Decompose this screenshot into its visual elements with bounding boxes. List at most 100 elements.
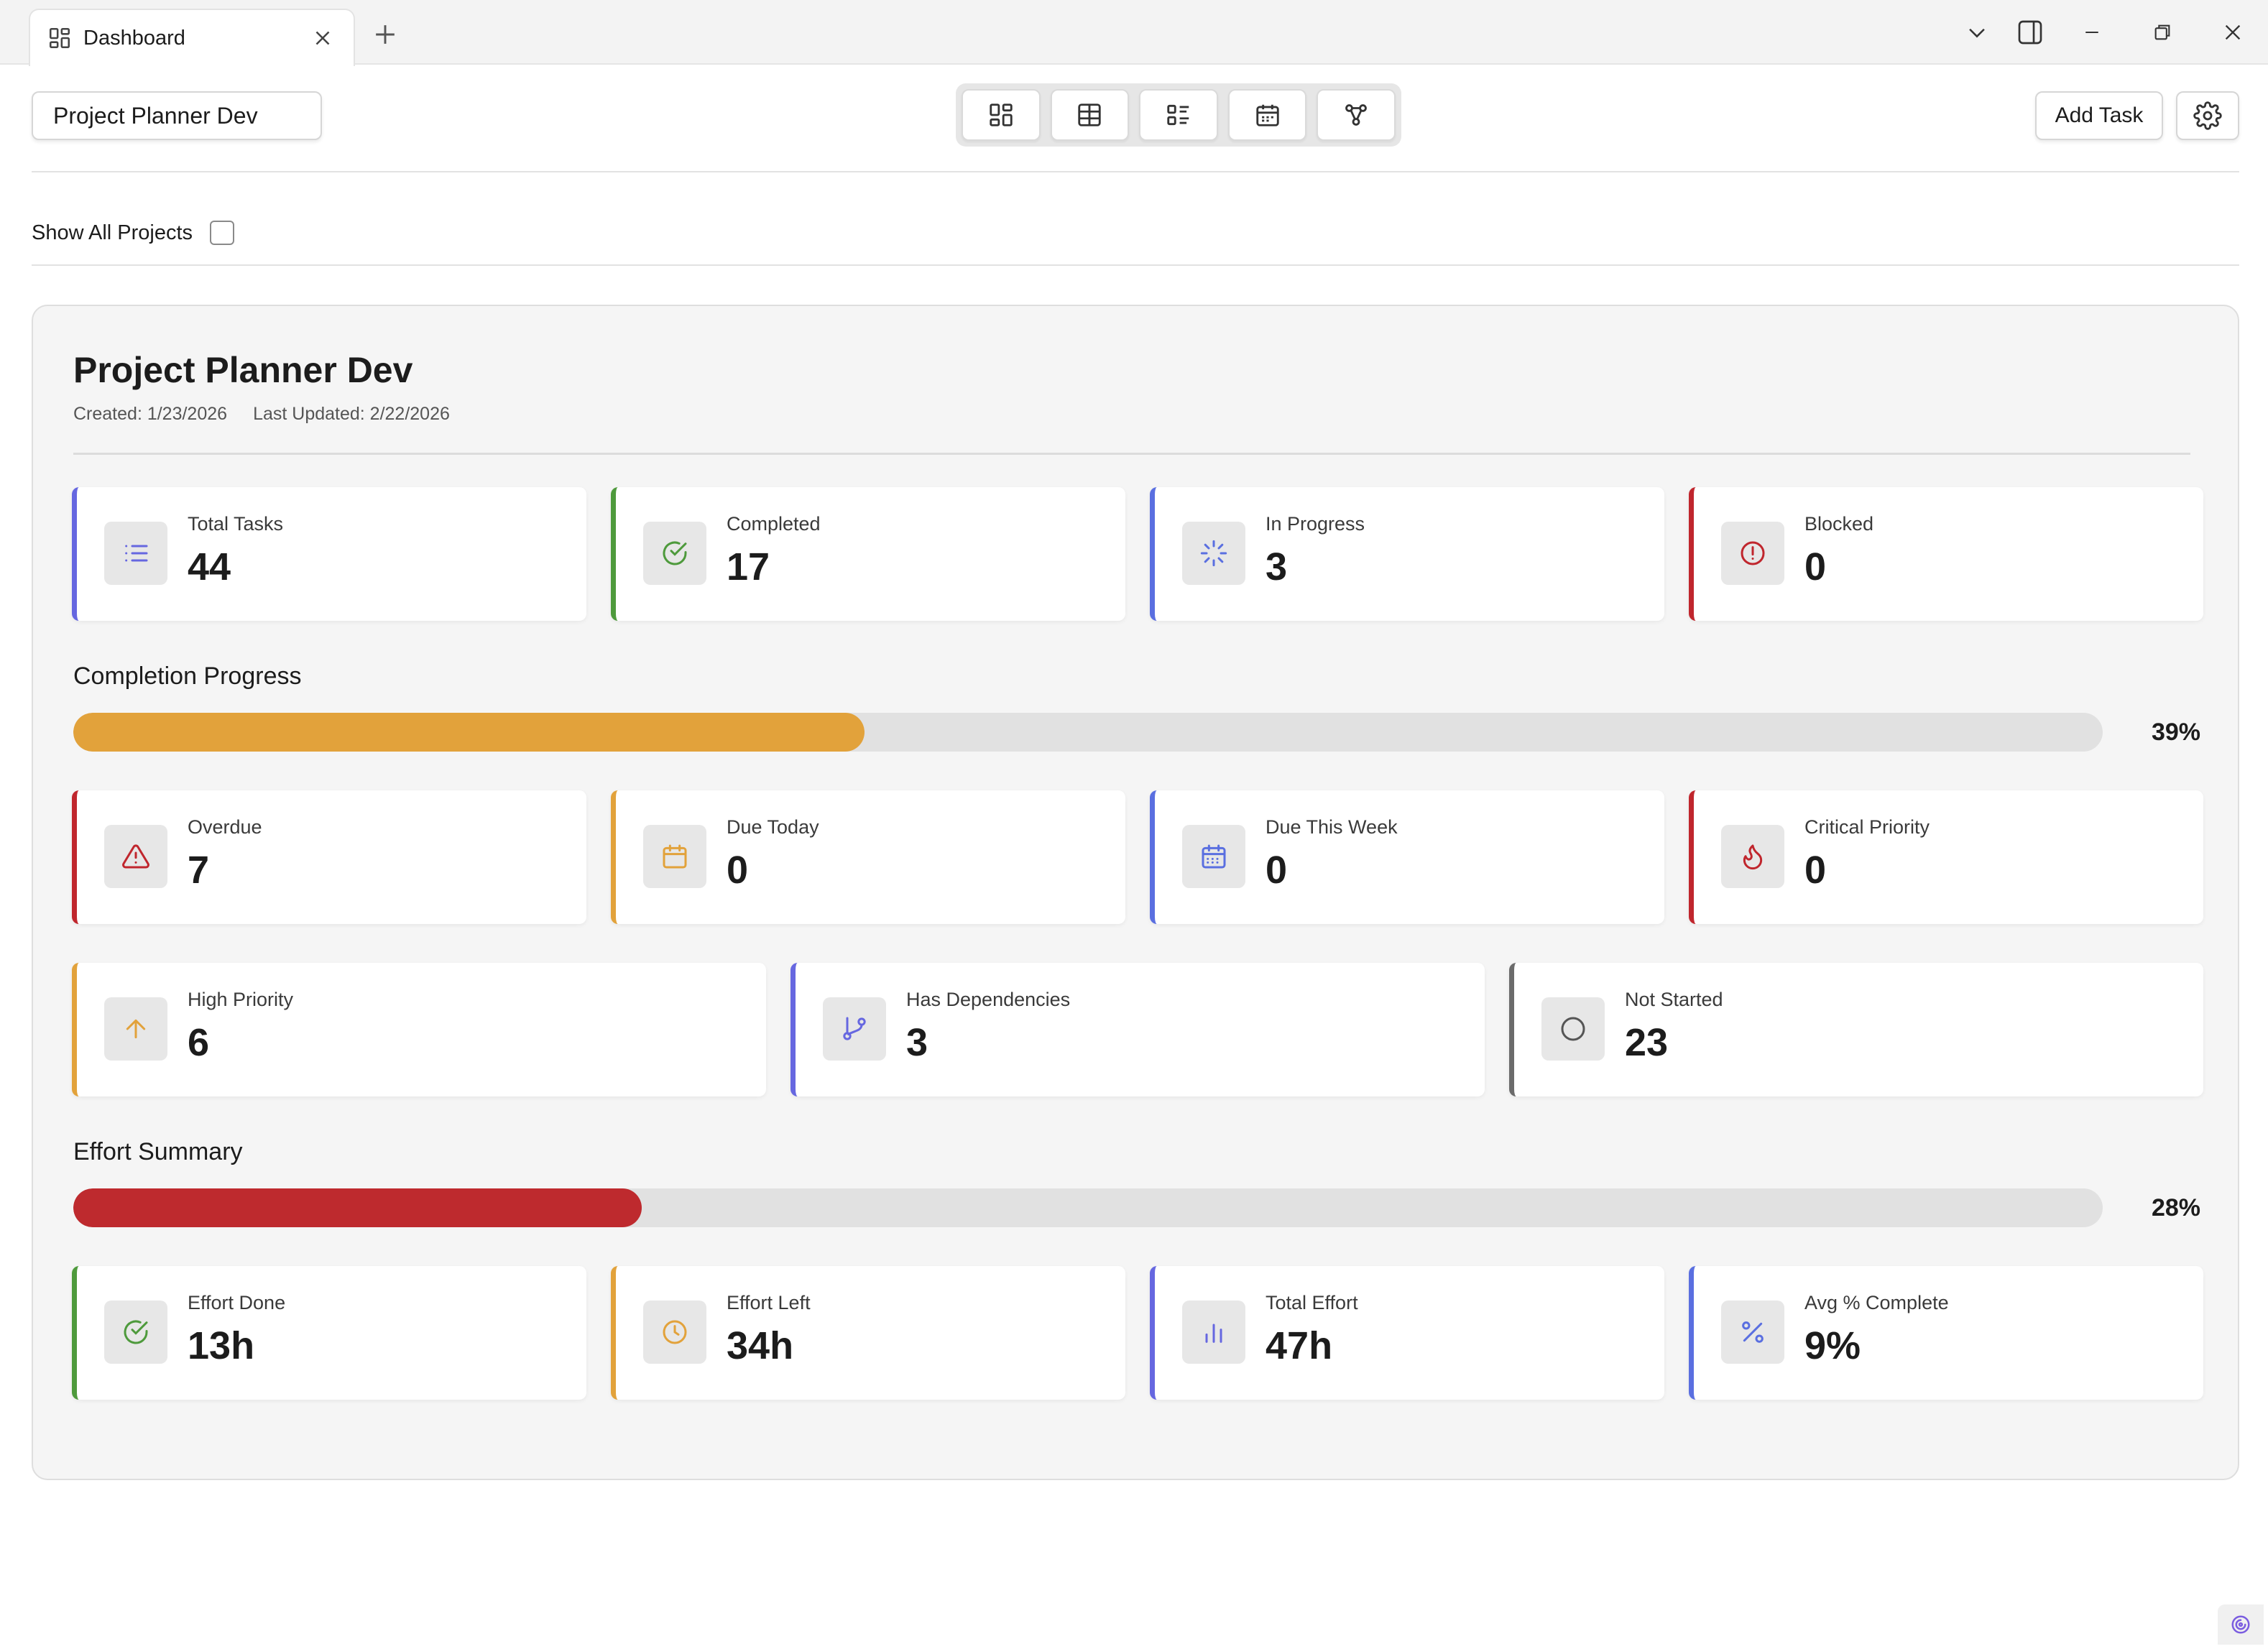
stat-card-in-progress: In Progress 3	[1150, 487, 1664, 621]
minimize-icon[interactable]	[2075, 16, 2108, 49]
gear-icon	[2193, 101, 2222, 130]
stat-value: 44	[188, 545, 231, 588]
stat-card-critical-priority: Critical Priority 0	[1689, 790, 2203, 924]
completion-percent: 39%	[2151, 719, 2200, 746]
effort-summary-title: Effort Summary	[73, 1138, 243, 1165]
stat-label: Completed	[727, 513, 821, 535]
stat-value: 23	[1625, 1021, 1669, 1064]
stat-label: Effort Left	[727, 1292, 811, 1313]
filter-divider	[32, 264, 2239, 266]
calendar-week-icon	[1182, 825, 1245, 888]
stat-label: Blocked	[1804, 513, 1874, 535]
panel-divider	[73, 453, 2190, 455]
alert-circle-icon	[1721, 522, 1784, 585]
tab-dashboard[interactable]: Dashboard	[29, 9, 355, 66]
dependency-graph-icon[interactable]	[1317, 89, 1396, 141]
stat-value: 3	[1266, 545, 1288, 588]
title-bar: Dashboard	[0, 0, 2268, 66]
calendar-view-icon[interactable]	[1227, 89, 1307, 141]
stat-value: 0	[1266, 849, 1288, 892]
stat-label: Due Today	[727, 816, 819, 838]
effort-progress-fill	[73, 1188, 642, 1227]
stat-value: 0	[1804, 849, 1827, 892]
percent-icon	[1721, 1301, 1784, 1364]
stat-label: Has Dependencies	[906, 989, 1071, 1010]
stat-label: Avg % Complete	[1804, 1292, 1949, 1313]
completion-progress-title: Completion Progress	[73, 662, 302, 690]
dashboard-view-icon[interactable]	[962, 89, 1041, 141]
stat-value: 47h	[1266, 1324, 1333, 1367]
bar-chart-icon	[1182, 1301, 1245, 1364]
created-date: Created: 1/23/2026	[73, 404, 228, 424]
project-dashboard-panel: Project Planner Dev Created: 1/23/2026 L…	[32, 305, 2239, 1480]
plus-icon[interactable]	[369, 19, 401, 50]
stat-card-total-effort: Total Effort 47h	[1150, 1266, 1664, 1400]
show-all-projects: Show All Projects	[32, 217, 235, 249]
settings-button[interactable]	[2176, 91, 2239, 140]
close-window-icon[interactable]	[2216, 16, 2249, 49]
project-selector[interactable]: Project Planner Dev	[32, 91, 322, 140]
stat-card-overdue: Overdue 7	[72, 790, 586, 924]
spiral-icon	[2230, 1614, 2251, 1635]
show-all-checkbox[interactable]	[210, 221, 235, 245]
view-switcher	[956, 83, 1401, 147]
sidebar-toggle-icon[interactable]	[2014, 16, 2047, 49]
stat-value: 9%	[1804, 1324, 1861, 1367]
effort-percent: 28%	[2151, 1194, 2200, 1221]
dashboard-grid-icon	[47, 26, 72, 50]
stat-label: Total Effort	[1266, 1292, 1358, 1313]
stat-value: 13h	[188, 1324, 255, 1367]
flame-icon	[1721, 825, 1784, 888]
stat-card-high-priority: High Priority 6	[72, 963, 766, 1096]
stat-label: Not Started	[1625, 989, 1723, 1010]
stat-value: 17	[727, 545, 770, 588]
completion-progress-bar	[73, 713, 2103, 752]
toolbar-divider	[32, 171, 2239, 172]
stat-card-avg-complete: Avg % Complete 9%	[1689, 1266, 2203, 1400]
stat-value: 7	[188, 849, 210, 892]
stat-label: Critical Priority	[1804, 816, 1930, 838]
stat-label: High Priority	[188, 989, 294, 1010]
effort-progress-bar	[73, 1188, 2103, 1227]
project-title: Project Planner Dev	[73, 350, 413, 390]
stat-value: 0	[727, 849, 749, 892]
list-icon	[104, 522, 167, 585]
list-view-icon[interactable]	[1139, 89, 1218, 141]
show-all-label: Show All Projects	[32, 221, 193, 244]
restore-icon[interactable]	[2146, 16, 2179, 49]
stat-value: 6	[188, 1021, 210, 1064]
stat-value: 0	[1804, 545, 1827, 588]
add-task-button[interactable]: Add Task	[2035, 91, 2163, 140]
stat-value: 34h	[727, 1324, 794, 1367]
stat-card-due-this-week: Due This Week 0	[1150, 790, 1664, 924]
stat-label: Due This Week	[1266, 816, 1398, 838]
warning-triangle-icon	[104, 825, 167, 888]
table-view-icon[interactable]	[1050, 89, 1130, 141]
stat-card-total-tasks: Total Tasks 44	[72, 487, 586, 621]
stat-card-effort-done: Effort Done 13h	[72, 1266, 586, 1400]
arrow-up-icon	[104, 997, 167, 1061]
stat-card-completed: Completed 17	[611, 487, 1125, 621]
chevron-down-icon[interactable]	[1960, 16, 1993, 49]
stat-card-not-started: Not Started 23	[1509, 963, 2203, 1096]
stat-card-effort-left: Effort Left 34h	[611, 1266, 1125, 1400]
tab-label: Dashboard	[83, 26, 185, 50]
stat-card-blocked: Blocked 0	[1689, 487, 2203, 621]
stat-label: In Progress	[1266, 513, 1365, 535]
stat-card-due-today: Due Today 0	[611, 790, 1125, 924]
calendar-icon	[643, 825, 706, 888]
completion-progress-fill	[73, 713, 865, 752]
updated-date: Last Updated: 2/22/2026	[253, 404, 450, 424]
stat-value: 3	[906, 1021, 928, 1064]
git-branch-icon	[823, 997, 886, 1061]
assistant-button[interactable]	[2218, 1604, 2264, 1645]
close-icon[interactable]	[310, 26, 335, 50]
stat-label: Overdue	[188, 816, 262, 838]
stat-label: Total Tasks	[188, 513, 284, 535]
project-meta: Created: 1/23/2026 Last Updated: 2/22/20…	[73, 404, 450, 425]
circle-icon	[1541, 997, 1605, 1061]
check-circle-icon	[643, 522, 706, 585]
stat-label: Effort Done	[188, 1292, 286, 1313]
loader-icon	[1182, 522, 1245, 585]
clock-icon	[643, 1301, 706, 1364]
